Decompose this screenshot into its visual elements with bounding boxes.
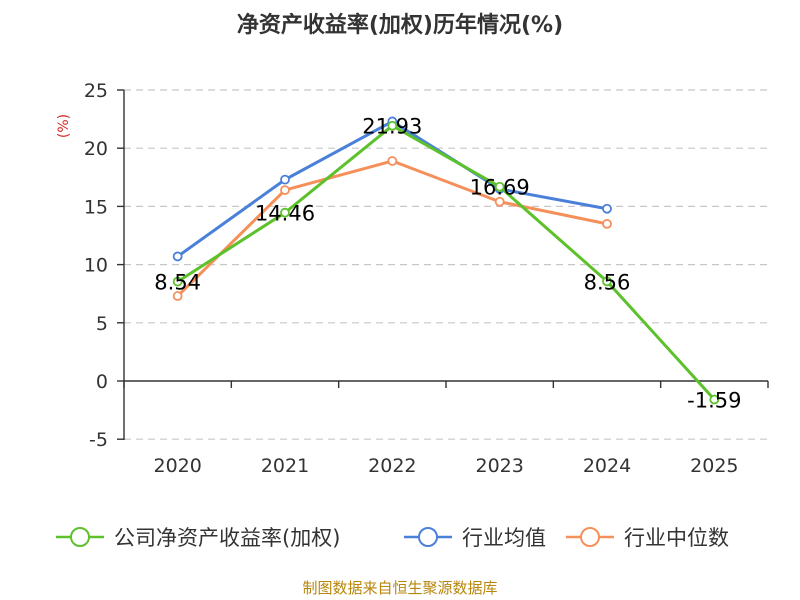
y-tick-label: 0 — [96, 371, 108, 393]
y-tick-label: 10 — [84, 255, 108, 277]
legend-label: 公司净资产收益率(加权) — [114, 526, 340, 550]
series-point — [280, 174, 290, 185]
y-tick-label: -5 — [89, 429, 108, 451]
series-point — [172, 291, 183, 301]
x-tick-label: 2024 — [583, 455, 631, 477]
data-label: 8.54 — [154, 271, 201, 295]
legend-label: 行业中位数 — [624, 526, 729, 550]
series-point — [494, 181, 505, 192]
series-point — [602, 203, 612, 214]
y-axis-label: (%) — [56, 114, 72, 138]
x-tick-label: 2025 — [690, 455, 738, 477]
series-lines — [172, 116, 720, 405]
x-tick-label: 2023 — [475, 455, 523, 477]
data-label: 16.69 — [470, 176, 530, 200]
series-point — [280, 185, 290, 196]
y-tick-label: 25 — [84, 80, 108, 102]
y-tick-label: 5 — [96, 313, 108, 335]
series-line — [176, 159, 608, 298]
legend-marker — [418, 527, 438, 547]
data-labels: 8.54 14.46 21.93 16.69 8.56 -1.59 — [154, 115, 741, 413]
legend-label: 行业均值 — [462, 526, 546, 550]
series-point — [172, 251, 183, 262]
data-label: 8.56 — [584, 270, 631, 294]
data-label: 14.46 — [255, 202, 315, 226]
legend-marker — [70, 527, 90, 547]
series-point — [709, 394, 720, 405]
legend: 公司净资产收益率(加权) 行业均值 行业中位数 — [56, 526, 729, 550]
series-point — [602, 218, 612, 229]
series-point — [494, 196, 505, 207]
series-point — [387, 120, 398, 131]
x-tick-label: 2021 — [261, 455, 309, 477]
x-tick-label: 2020 — [153, 455, 201, 477]
y-tick-label: 15 — [84, 196, 108, 218]
source-note: 制图数据来自恒生聚源数据库 — [302, 579, 497, 597]
series-point — [602, 276, 612, 287]
data-label: -1.59 — [687, 389, 741, 413]
series-line — [176, 124, 716, 401]
chart-title: 净资产收益率(加权)历年情况(%) — [237, 12, 563, 38]
series-point — [172, 276, 183, 287]
y-tick-label: 20 — [84, 138, 108, 160]
series-line — [176, 119, 608, 258]
series-point — [387, 156, 398, 166]
x-tick-label: 2022 — [368, 455, 416, 477]
series-point — [280, 207, 290, 218]
data-label: 21.93 — [362, 115, 422, 139]
legend-marker — [580, 527, 600, 547]
